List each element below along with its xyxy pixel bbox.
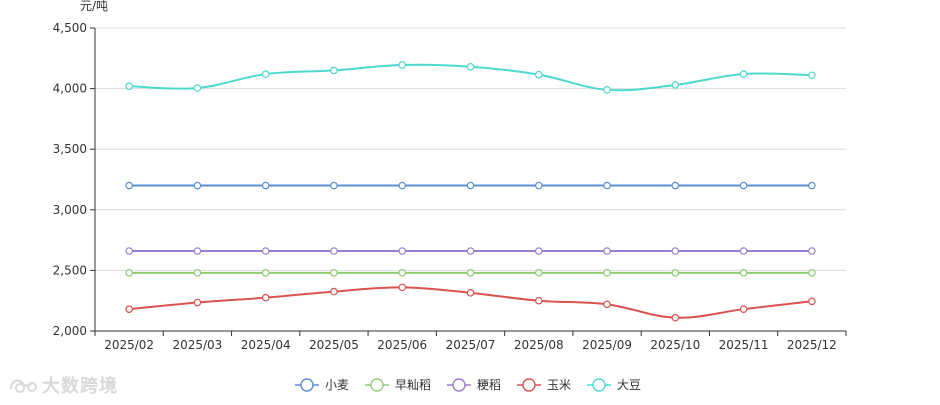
data-point-3 bbox=[398, 283, 407, 292]
data-point-1 bbox=[193, 269, 202, 277]
data-point-4 bbox=[534, 70, 543, 79]
x-tick-label: 2025/07 bbox=[446, 338, 496, 352]
data-point-3 bbox=[261, 293, 270, 302]
legend-item-2: 粳稻 bbox=[447, 378, 501, 392]
data-point-4 bbox=[671, 81, 680, 89]
y-tick-label: 2,000 bbox=[53, 324, 87, 338]
data-point-0 bbox=[603, 181, 611, 190]
data-point-1 bbox=[398, 269, 407, 277]
data-point-3 bbox=[466, 289, 475, 297]
y-tick-label: 3,000 bbox=[53, 203, 87, 217]
data-point-1 bbox=[261, 269, 270, 277]
data-point-1 bbox=[739, 269, 748, 277]
legend-swatch-marker bbox=[452, 378, 466, 392]
data-point-2 bbox=[739, 247, 748, 255]
data-point-4 bbox=[261, 70, 270, 78]
data-point-0 bbox=[261, 181, 270, 190]
x-tick-label: 2025/10 bbox=[650, 338, 700, 352]
x-tick-label: 2025/08 bbox=[514, 338, 564, 352]
y-axis-unit: 元/吨 bbox=[80, 0, 108, 13]
legend-label: 玉米 bbox=[547, 378, 571, 392]
data-point-2 bbox=[534, 247, 543, 255]
data-point-3 bbox=[603, 300, 611, 309]
data-point-2 bbox=[330, 247, 338, 255]
data-point-1 bbox=[330, 269, 338, 277]
x-tick-label: 2025/09 bbox=[582, 338, 632, 352]
data-point-0 bbox=[398, 181, 407, 190]
data-point-4 bbox=[193, 84, 202, 92]
data-point-2 bbox=[261, 247, 270, 255]
x-tick-label: 2025/06 bbox=[377, 338, 427, 352]
x-axis-ticks: 2025/02 2025/03 2025/04 2025/05 2025/06 2025/… bbox=[94, 331, 847, 352]
data-point-3 bbox=[808, 297, 816, 306]
data-point-4 bbox=[125, 82, 133, 90]
x-tick-label: 2025/03 bbox=[172, 338, 222, 352]
data-point-2 bbox=[125, 247, 133, 255]
data-point-3 bbox=[739, 305, 748, 313]
data-point-0 bbox=[193, 181, 202, 190]
data-point-3 bbox=[125, 305, 133, 313]
data-point-4 bbox=[398, 61, 407, 69]
data-point-0 bbox=[739, 181, 748, 190]
legend-swatch-marker bbox=[300, 378, 314, 392]
legend-label: 粳稻 bbox=[477, 378, 501, 392]
legend-item-3: 玉米 bbox=[517, 378, 571, 392]
data-point-4 bbox=[466, 62, 475, 71]
data-point-0 bbox=[330, 181, 338, 190]
data-point-4 bbox=[603, 86, 611, 94]
data-point-1 bbox=[534, 269, 543, 277]
data-point-3 bbox=[534, 296, 543, 305]
x-tick-label: 2025/05 bbox=[309, 338, 359, 352]
x-tick-label: 2025/11 bbox=[719, 338, 769, 352]
data-point-0 bbox=[808, 181, 816, 190]
data-point-1 bbox=[808, 269, 816, 277]
legend: 小麦 早籼稻 粳稻 玉米 大豆 bbox=[295, 378, 641, 392]
legend-label: 小麦 bbox=[325, 378, 349, 392]
data-point-2 bbox=[398, 247, 407, 255]
data-point-2 bbox=[808, 247, 816, 255]
series-lines bbox=[129, 63, 812, 319]
x-tick-label: 2025/02 bbox=[104, 338, 154, 352]
legend-item-4: 大豆 bbox=[587, 378, 641, 392]
legend-label: 大豆 bbox=[617, 378, 641, 392]
data-point-0 bbox=[125, 181, 133, 190]
y-axis-ticks: 2,000 2,500 3,000 3,500 4,000 4,500 bbox=[53, 21, 95, 338]
data-point-3 bbox=[330, 287, 338, 296]
data-point-2 bbox=[466, 247, 475, 255]
data-point-0 bbox=[466, 181, 475, 190]
data-point-2 bbox=[193, 247, 202, 255]
legend-item-0: 小麦 bbox=[295, 378, 349, 392]
data-point-0 bbox=[671, 181, 680, 190]
legend-label: 早籼稻 bbox=[395, 378, 431, 392]
data-point-2 bbox=[671, 247, 680, 255]
watermark-text: 大数跨境 bbox=[42, 376, 118, 397]
legend-swatch-marker bbox=[522, 378, 536, 392]
x-tick-label: 2025/04 bbox=[241, 338, 291, 352]
y-tick-label: 4,000 bbox=[53, 82, 87, 96]
data-point-3 bbox=[671, 313, 680, 322]
watermark-logo-icon bbox=[9, 379, 37, 393]
watermark: 大数跨境 bbox=[8, 372, 118, 398]
axes bbox=[94, 28, 846, 332]
y-tick-label: 3,500 bbox=[53, 142, 87, 156]
data-point-3 bbox=[193, 298, 202, 307]
legend-swatch-marker bbox=[592, 378, 606, 392]
series-points bbox=[125, 61, 816, 322]
data-point-4 bbox=[739, 70, 748, 78]
data-point-1 bbox=[603, 269, 611, 277]
data-point-1 bbox=[125, 269, 133, 277]
data-point-4 bbox=[808, 71, 816, 80]
legend-swatch-marker bbox=[370, 378, 384, 392]
y-tick-label: 4,500 bbox=[53, 21, 87, 35]
y-tick-label: 2,500 bbox=[53, 263, 87, 277]
data-point-1 bbox=[671, 269, 680, 277]
grid-lines bbox=[95, 27, 846, 271]
legend-item-1: 早籼稻 bbox=[365, 378, 431, 392]
data-point-2 bbox=[603, 247, 611, 255]
data-point-0 bbox=[534, 181, 543, 190]
data-point-4 bbox=[330, 66, 338, 75]
x-tick-label: 2025/12 bbox=[787, 338, 837, 352]
data-point-1 bbox=[466, 269, 475, 277]
